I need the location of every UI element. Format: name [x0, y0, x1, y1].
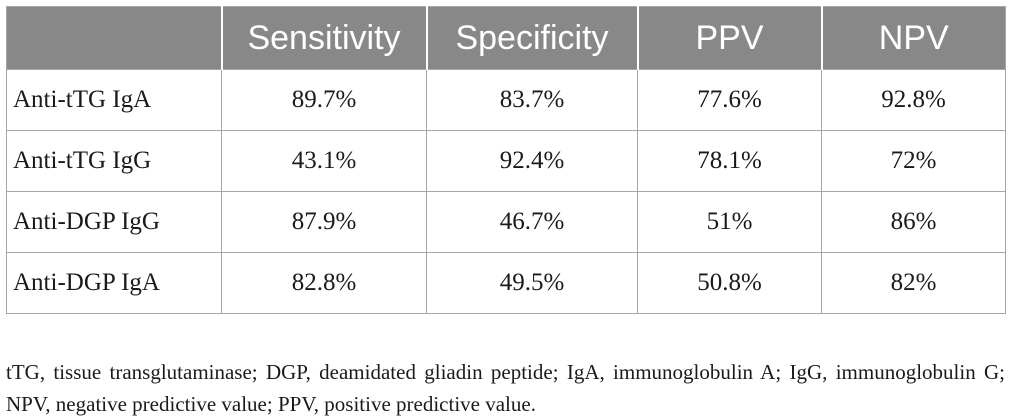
row-label: Anti-DGP IgA	[6, 252, 222, 314]
table-body: Anti-tTG IgA 89.7% 83.7% 77.6% 92.8% Ant…	[6, 69, 1006, 314]
npv-cell: 72%	[821, 130, 1006, 192]
ppv-cell: 51%	[637, 191, 822, 253]
specificity-cell: 49.5%	[426, 252, 638, 314]
table-header: Sensitivity Specificity PPV NPV	[6, 6, 1006, 70]
header-specificity: Specificity	[426, 6, 639, 70]
sensitivity-cell: 43.1%	[221, 130, 427, 192]
header-npv: NPV	[821, 6, 1006, 70]
table-footnote: tTG, tissue transglutaminase; DGP, deami…	[6, 360, 1005, 416]
table-row: Anti-DGP IgG 87.9% 46.7% 51% 86%	[6, 191, 1006, 253]
header-corner	[6, 6, 223, 70]
sensitivity-cell: 82.8%	[221, 252, 427, 314]
npv-cell: 86%	[821, 191, 1006, 253]
diagnostic-accuracy-table-container: Sensitivity Specificity PPV NPV Anti-tTG…	[6, 6, 1006, 314]
diagnostic-accuracy-table: Sensitivity Specificity PPV NPV Anti-tTG…	[6, 6, 1006, 314]
sensitivity-cell: 89.7%	[221, 69, 427, 131]
specificity-cell: 46.7%	[426, 191, 638, 253]
ppv-cell: 78.1%	[637, 130, 822, 192]
npv-cell: 92.8%	[821, 69, 1006, 131]
row-label: Anti-tTG IgG	[6, 130, 222, 192]
header-ppv: PPV	[637, 6, 823, 70]
table-row: Anti-DGP IgA 82.8% 49.5% 50.8% 82%	[6, 252, 1006, 314]
table-row: Anti-tTG IgG 43.1% 92.4% 78.1% 72%	[6, 130, 1006, 192]
specificity-cell: 92.4%	[426, 130, 638, 192]
row-label: Anti-DGP IgG	[6, 191, 222, 253]
npv-cell: 82%	[821, 252, 1006, 314]
specificity-cell: 83.7%	[426, 69, 638, 131]
sensitivity-cell: 87.9%	[221, 191, 427, 253]
table-row: Anti-tTG IgA 89.7% 83.7% 77.6% 92.8%	[6, 69, 1006, 131]
row-label: Anti-tTG IgA	[6, 69, 222, 131]
ppv-cell: 77.6%	[637, 69, 822, 131]
header-row: Sensitivity Specificity PPV NPV	[6, 6, 1006, 70]
header-sensitivity: Sensitivity	[221, 6, 428, 70]
ppv-cell: 50.8%	[637, 252, 822, 314]
